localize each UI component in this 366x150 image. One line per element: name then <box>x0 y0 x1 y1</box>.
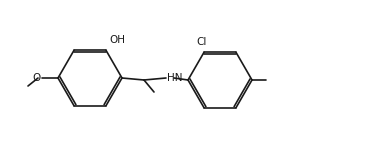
Text: O: O <box>33 73 41 83</box>
Text: Cl: Cl <box>197 37 207 47</box>
Text: OH: OH <box>109 35 125 45</box>
Text: HN: HN <box>167 73 183 83</box>
